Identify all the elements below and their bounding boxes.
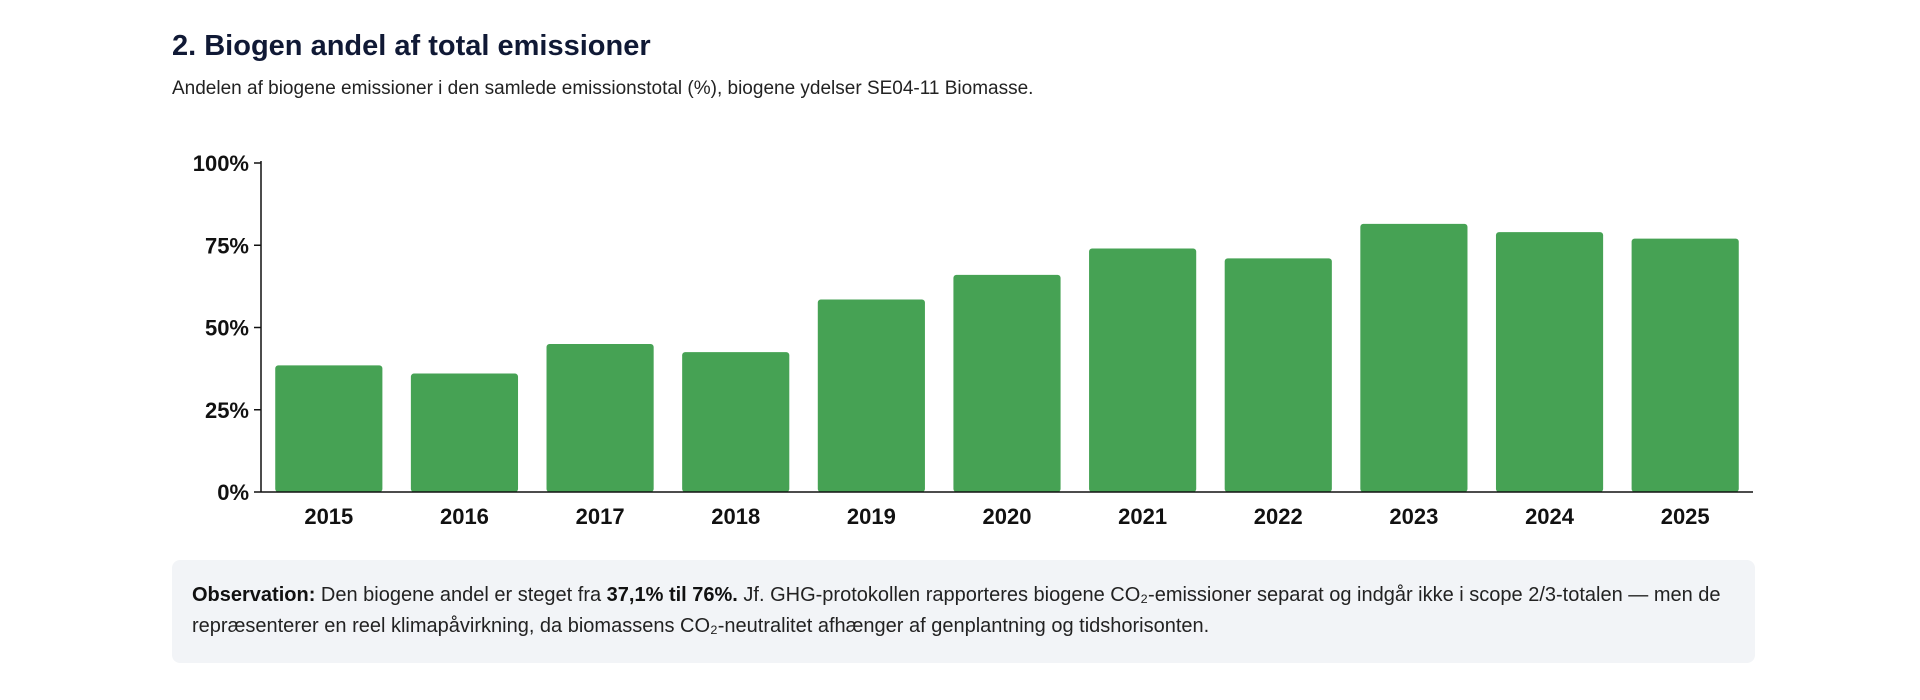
observation-text-end: Jf. GHG-protokollen rapporteres biogene … xyxy=(192,584,1721,637)
bar xyxy=(1495,232,1604,492)
bar-chart: 0% 25% 50% 75% 100% 2015 2016 2017 2018 2019 2020 2… xyxy=(193,151,1753,529)
page-subtitle: Andelen af biogene emissioner i den saml… xyxy=(172,78,1034,99)
bar xyxy=(546,343,654,492)
y-tick-label: 75% xyxy=(205,233,249,258)
x-tick-label: 2021 xyxy=(1118,504,1167,529)
bar xyxy=(1360,223,1468,493)
bar xyxy=(275,365,383,492)
bar xyxy=(1089,248,1197,492)
bar xyxy=(410,373,519,492)
x-tick-label: 2023 xyxy=(1389,504,1438,529)
y-tick-label: 0% xyxy=(217,480,249,505)
x-tick-label: 2018 xyxy=(711,504,760,529)
observation-highlight: 37,1% til 76%. xyxy=(606,584,738,606)
y-tick-label: 50% xyxy=(205,316,249,341)
page-title: 2. Biogen andel af total emissioner xyxy=(172,30,651,62)
y-tick-label: 100% xyxy=(193,151,249,176)
observation-label: Observation: xyxy=(192,584,316,606)
observation-box: Observation: Den biogene andel er steget… xyxy=(172,560,1755,663)
bar xyxy=(953,274,1061,492)
x-tick-label: 2020 xyxy=(983,504,1032,529)
x-tick-label: 2016 xyxy=(440,504,489,529)
bar xyxy=(1224,258,1332,492)
x-tick-label: 2015 xyxy=(304,504,353,529)
bar xyxy=(1631,238,1739,492)
y-tick-label: 25% xyxy=(205,398,249,423)
x-tick-label: 2024 xyxy=(1525,504,1575,529)
x-tick-label: 2017 xyxy=(576,504,625,529)
x-tick-label: 2022 xyxy=(1254,504,1303,529)
observation-text-start: Den biogene andel er steget fra xyxy=(315,584,607,606)
x-tick-label: 2019 xyxy=(847,504,896,529)
x-tick-label: 2025 xyxy=(1661,504,1710,529)
bar xyxy=(682,352,790,492)
bar xyxy=(817,299,925,492)
